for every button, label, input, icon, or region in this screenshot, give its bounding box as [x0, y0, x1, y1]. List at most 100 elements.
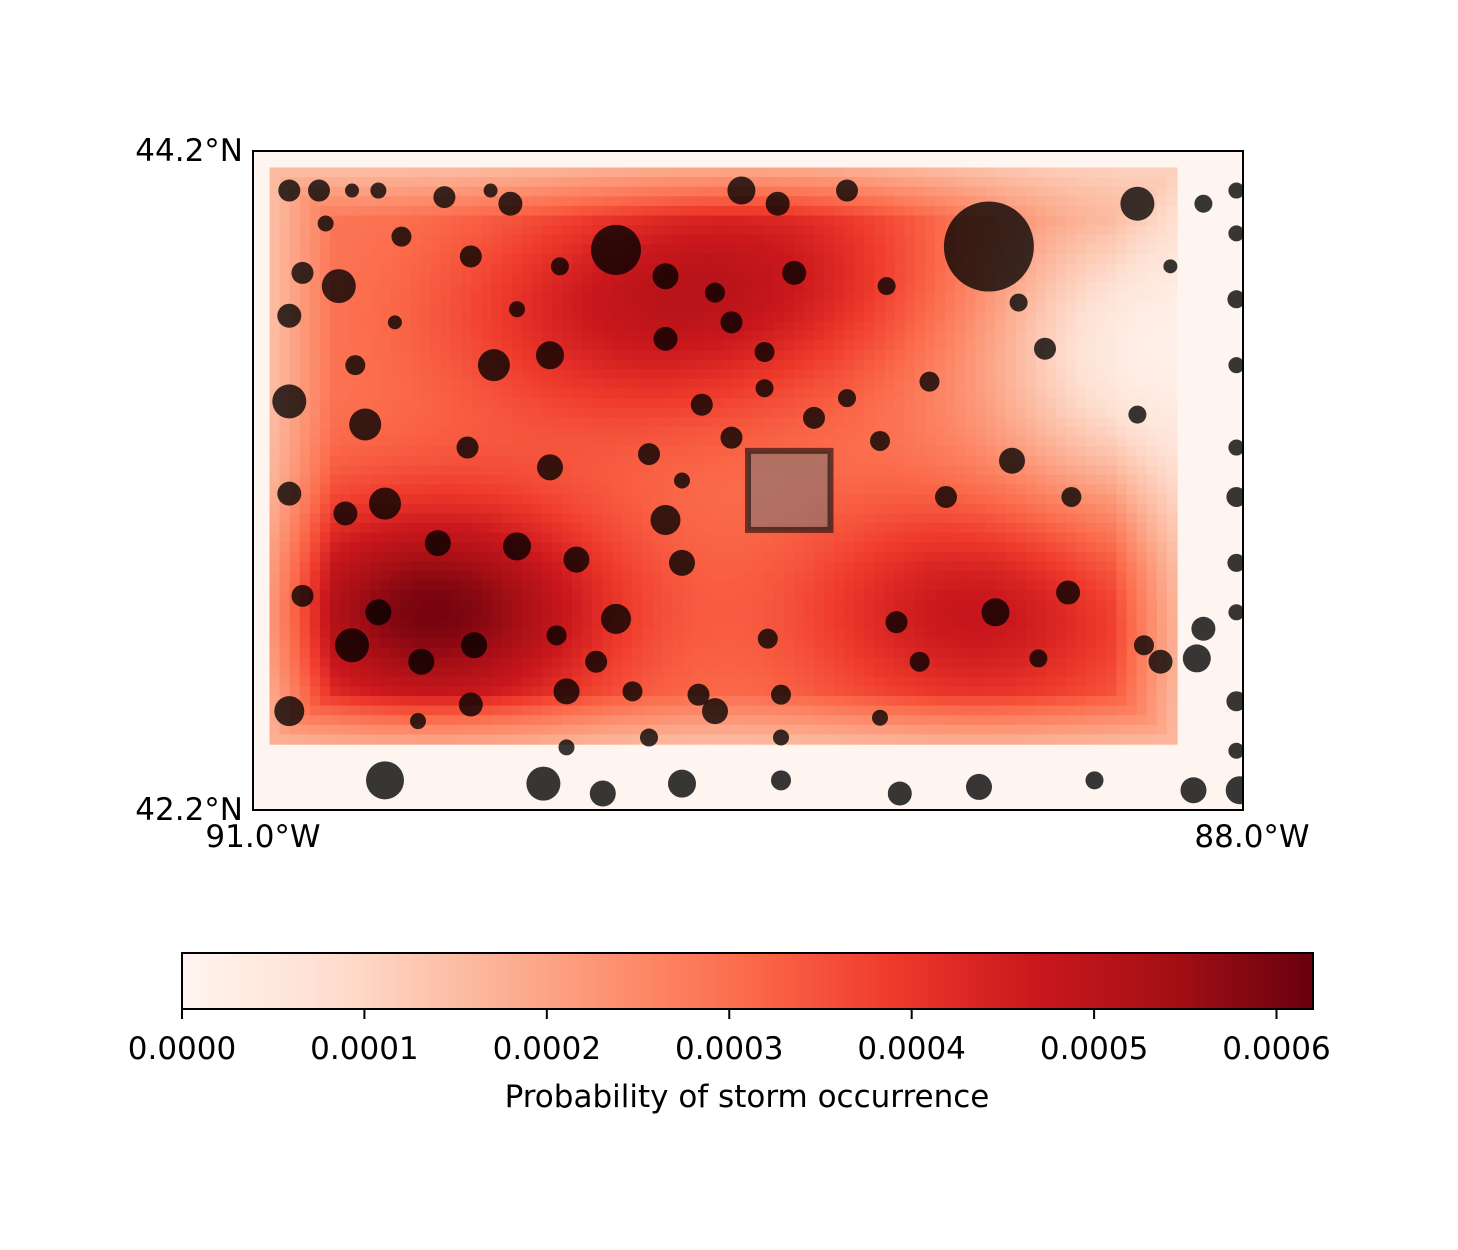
heatmap-cell	[652, 369, 664, 380]
heatmap-cell	[662, 302, 674, 313]
heatmap-cell	[561, 657, 573, 668]
heatmap-cell	[491, 619, 503, 630]
heatmap-cell	[965, 292, 976, 303]
heatmap-cell	[632, 436, 644, 447]
heatmap-cell	[1045, 599, 1057, 611]
heatmap-cell	[1035, 667, 1047, 678]
heatmap-cell	[420, 167, 432, 178]
heatmap-cell	[1096, 340, 1108, 351]
heatmap-cell	[501, 455, 513, 466]
heatmap-cell	[834, 263, 845, 274]
heatmap-cell	[723, 503, 734, 515]
heatmap-cell	[440, 590, 452, 601]
heatmap-cell	[753, 311, 765, 322]
heatmap-cell	[955, 465, 966, 476]
heatmap-cell	[269, 282, 281, 294]
heatmap-cell	[1066, 465, 1077, 476]
heatmap-cell	[370, 696, 382, 707]
heatmap-cell	[955, 340, 966, 351]
heatmap-cell	[602, 465, 613, 476]
heatmap-cell	[521, 599, 533, 611]
heatmap-cell	[1066, 273, 1077, 284]
heatmap-cell	[672, 407, 684, 418]
heatmap-cell	[440, 426, 452, 438]
heatmap-cell	[1045, 167, 1057, 178]
heatmap-cell	[592, 426, 603, 438]
heatmap-cell	[672, 455, 684, 466]
heatmap-cell	[703, 302, 714, 313]
heatmap-cell	[1146, 407, 1158, 418]
heatmap-cell	[935, 551, 946, 563]
heatmap-cell	[370, 292, 382, 303]
heatmap-cell	[602, 196, 613, 207]
heatmap-cell	[461, 350, 472, 361]
heatmap-cell	[400, 167, 412, 178]
heatmap-cell	[289, 378, 301, 390]
heatmap-cell	[783, 542, 795, 553]
heatmap-cell	[531, 369, 543, 380]
heatmap-cell	[803, 609, 815, 620]
heatmap-cell	[642, 638, 654, 649]
heatmap-cell	[773, 359, 785, 370]
heatmap-cell	[1035, 609, 1047, 620]
heatmap-cell	[935, 321, 946, 332]
heatmap-cell	[491, 647, 503, 659]
heatmap-cell	[541, 407, 553, 418]
heatmap-cell	[269, 638, 281, 649]
heatmap-cell	[1126, 638, 1138, 649]
heatmap-cell	[1156, 609, 1168, 620]
heatmap-cell	[330, 311, 341, 322]
heatmap-cell	[1146, 542, 1158, 553]
heatmap-cell	[521, 205, 533, 217]
heatmap-cell	[743, 676, 755, 688]
heatmap-cell	[632, 465, 644, 476]
heatmap-cell	[1106, 686, 1118, 697]
heatmap-cell	[561, 215, 573, 226]
heatmap-cell	[309, 638, 321, 649]
heatmap-cell	[824, 619, 835, 630]
heatmap-cell	[430, 657, 442, 668]
heatmap-cell	[400, 455, 412, 466]
heatmap-cell	[1136, 215, 1148, 226]
heatmap-cell	[461, 302, 472, 313]
heatmap-cell	[471, 599, 482, 611]
heatmap-cell	[511, 340, 523, 351]
heatmap-cell	[1056, 513, 1067, 524]
heatmap-cell	[844, 369, 855, 380]
heatmap-cell	[420, 638, 432, 649]
heatmap-cell	[380, 311, 392, 322]
heatmap-cell	[289, 340, 301, 351]
heatmap-cell	[1126, 292, 1138, 303]
heatmap-cell	[602, 696, 613, 707]
heatmap-cell	[622, 638, 634, 649]
heatmap-cell	[703, 542, 714, 553]
heatmap-cell	[803, 628, 815, 639]
heatmap-cell	[713, 378, 724, 390]
heatmap-cell	[511, 186, 523, 197]
heatmap-cell	[350, 302, 361, 313]
heatmap-cell	[773, 667, 785, 678]
heatmap-cell	[884, 234, 896, 245]
heatmap-cell	[269, 513, 281, 524]
heatmap-cell	[451, 465, 462, 476]
heatmap-cell	[430, 426, 442, 438]
heatmap-cell	[874, 253, 886, 265]
heatmap-cell	[481, 475, 492, 486]
heatmap-cell	[1035, 619, 1047, 630]
heatmap-cell	[1045, 484, 1057, 495]
heatmap-cell	[884, 167, 896, 178]
heatmap-cell	[531, 686, 543, 697]
heatmap-cell	[360, 542, 371, 553]
heatmap-cell	[693, 676, 704, 688]
heatmap-cell	[1066, 407, 1077, 418]
heatmap-cell	[380, 455, 392, 466]
heatmap-cell	[1056, 532, 1067, 543]
heatmap-cell	[1056, 234, 1067, 245]
heatmap-cell	[824, 311, 835, 322]
heatmap-cell	[743, 359, 755, 370]
heatmap-cell	[410, 186, 422, 197]
heatmap-cell	[370, 475, 382, 486]
heatmap-cell	[834, 359, 845, 370]
heatmap-cell	[1086, 647, 1097, 659]
heatmap-cell	[814, 388, 825, 399]
